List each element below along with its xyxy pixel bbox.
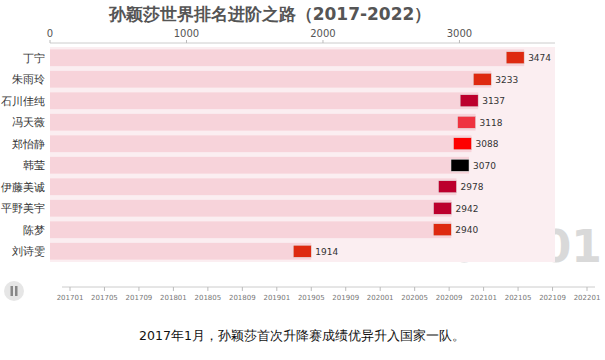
timeline-tick — [449, 287, 450, 291]
flag-marker — [460, 95, 478, 107]
data-label: 2978 — [460, 182, 483, 192]
x-tick — [322, 40, 323, 43]
timeline-tick — [311, 287, 312, 291]
data-label: 3233 — [495, 75, 518, 85]
flag-marker — [453, 138, 471, 150]
pause-icon — [11, 286, 14, 296]
timeline-label: 201901 — [263, 294, 290, 302]
x-tick — [50, 40, 51, 43]
timeline-tick — [207, 287, 208, 291]
category-label: 伊藤美诚 — [1, 181, 45, 193]
bar — [50, 221, 451, 238]
bar — [50, 157, 469, 174]
timeline-tick — [173, 287, 174, 291]
timeline-label: 201709 — [126, 294, 153, 302]
timeline-label: 202005 — [401, 294, 428, 302]
flag-marker — [434, 202, 452, 214]
timeline-tick — [104, 287, 105, 291]
timeline-tick — [70, 287, 71, 291]
category-label: 陈梦 — [23, 224, 45, 236]
timeline-tick — [242, 287, 243, 291]
caption: 2017年1月，孙颖莎首次升降赛成绩优异升入国家一队。 — [139, 328, 465, 343]
category-label: 平野美宇 — [1, 202, 45, 214]
bar — [50, 71, 491, 88]
timeline-tick — [518, 287, 519, 291]
data-label: 2942 — [456, 204, 479, 214]
bar — [50, 92, 478, 109]
timeline-label: 202109 — [539, 294, 566, 302]
bar — [50, 49, 524, 66]
data-label: 1914 — [315, 247, 338, 257]
timeline-line — [62, 287, 595, 288]
timeline-tick — [483, 287, 484, 291]
pause-icon — [15, 286, 18, 296]
category-label: 石川佳纯 — [1, 95, 45, 107]
timeline-label: 202105 — [505, 294, 532, 302]
timeline-label: 201909 — [332, 294, 359, 302]
x-tick-label: 0 — [47, 28, 53, 39]
category-label: 丁宁 — [23, 52, 45, 64]
bar — [50, 114, 476, 131]
timeline-label: 201905 — [298, 294, 325, 302]
timeline-label: 202101 — [470, 294, 497, 302]
timeline-label: 202001 — [367, 294, 394, 302]
data-label: 3474 — [528, 53, 551, 63]
flag-marker — [438, 181, 456, 193]
category-label: 冯天薇 — [12, 116, 45, 128]
timeline-label: 201705 — [91, 294, 118, 302]
timeline-label: 201809 — [229, 294, 256, 302]
category-label: 韩莹 — [23, 159, 45, 171]
bar — [50, 178, 456, 195]
timeline-label: 201801 — [160, 294, 187, 302]
title: 孙颖莎世界排名进阶之路（2017-2022） — [108, 4, 432, 24]
bar — [50, 243, 311, 260]
data-label: 2940 — [455, 225, 478, 235]
category-label: 郑怡静 — [12, 138, 45, 150]
flag-marker — [433, 224, 451, 236]
x-tick-label: 3000 — [447, 28, 472, 39]
flag-marker — [293, 245, 311, 257]
timeline-tick — [138, 287, 139, 291]
bar — [50, 135, 471, 152]
timeline-label: 202009 — [436, 294, 463, 302]
x-tick — [459, 40, 460, 43]
flag-marker — [451, 159, 469, 171]
data-label: 3118 — [480, 118, 503, 128]
pause-button[interactable] — [4, 281, 24, 301]
timeline-tick — [345, 287, 346, 291]
bars — [50, 49, 524, 259]
x-tick-label: 2000 — [310, 28, 335, 39]
timeline-label: 202201 — [574, 294, 601, 302]
timeline-tick — [380, 287, 381, 291]
timeline-tick — [276, 287, 277, 291]
category-label: 刘诗雯 — [12, 245, 45, 258]
timeline-label: 201805 — [194, 294, 221, 302]
flag-marker — [473, 73, 491, 85]
x-tick — [186, 40, 187, 43]
bar — [50, 200, 452, 217]
data-label: 3070 — [473, 161, 496, 171]
plot-background — [50, 47, 555, 262]
category-label: 朱雨玲 — [12, 73, 45, 85]
timeline-tick — [552, 287, 553, 291]
x-tick-label: 1000 — [174, 28, 199, 39]
data-label: 3137 — [482, 96, 505, 106]
data-label: 3088 — [475, 139, 498, 149]
flag-marker — [506, 52, 524, 64]
flag-marker — [458, 116, 476, 128]
timeline-label: 201701 — [57, 294, 84, 302]
x-axis-line — [50, 43, 555, 44]
timeline-tick — [414, 287, 415, 291]
timeline-tick — [587, 287, 588, 291]
